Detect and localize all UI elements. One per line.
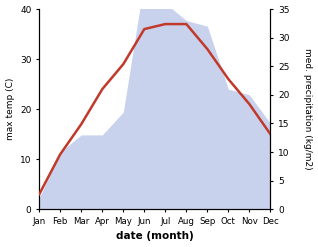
Y-axis label: max temp (C): max temp (C) bbox=[5, 78, 15, 140]
X-axis label: date (month): date (month) bbox=[116, 231, 194, 242]
Y-axis label: med. precipitation (kg/m2): med. precipitation (kg/m2) bbox=[303, 48, 313, 170]
